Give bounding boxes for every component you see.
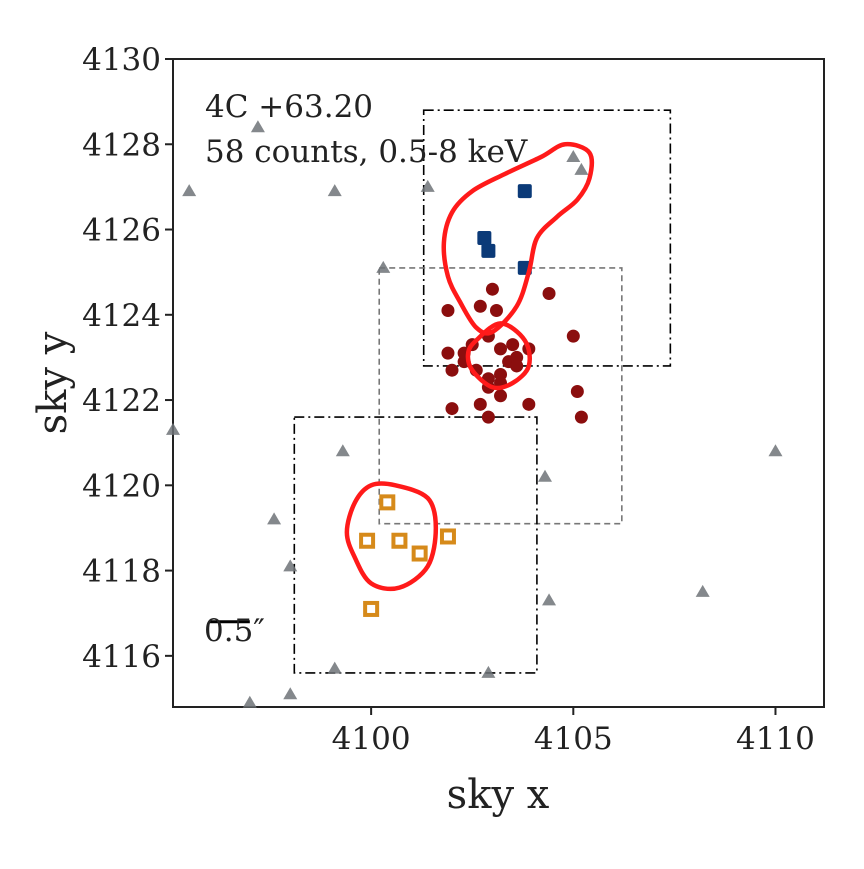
circle-point [481, 410, 495, 424]
triangle-point [420, 179, 435, 192]
triangle-point [695, 584, 710, 597]
region-box-2 [293, 416, 538, 674]
circle-point [441, 346, 455, 360]
triangle-point [327, 184, 342, 197]
y-tick-label: 4130 [82, 42, 161, 78]
circle-point [574, 410, 588, 424]
x-tick-label: 4100 [332, 721, 411, 757]
scale-bar: 0.5″ [204, 613, 265, 649]
circle-point [494, 367, 508, 381]
square-point [481, 243, 496, 258]
triangle-point [283, 559, 298, 572]
hollow-square-point [411, 545, 428, 562]
hollow-square-point [379, 494, 396, 511]
y-tick-label: 4128 [82, 127, 161, 163]
plot-frame [172, 58, 825, 708]
triangle-point [283, 687, 298, 700]
contour-2 [344, 481, 439, 592]
contours-layer [344, 141, 595, 592]
regions-layer [293, 109, 672, 674]
circle-point [506, 338, 520, 352]
x-tick-label: 4110 [736, 721, 815, 757]
y-tick-label: 4116 [82, 639, 161, 675]
triangle-point [566, 150, 581, 163]
circle-point [485, 282, 499, 296]
annotation-counts: 58 counts, 0.5-8 keV [205, 134, 528, 170]
annotation-source: 4C +63.20 [205, 89, 373, 125]
circle-point [522, 397, 536, 411]
circle-point [494, 389, 508, 403]
circle-point [510, 359, 524, 373]
region-box-0 [422, 109, 672, 367]
circle-point [473, 397, 487, 411]
hollow-square-point [363, 600, 380, 617]
contour-1 [465, 321, 532, 391]
triangle-point [250, 120, 265, 133]
ticks-layer: 4100 4105 4110 4116 4118 4120 4122 4124 4126 4128… [82, 42, 815, 757]
circle-point [494, 342, 508, 356]
points-layer [166, 120, 783, 708]
hollow-square-point [439, 528, 456, 545]
circle-point [473, 299, 487, 313]
triangle-point [481, 665, 496, 678]
hollow-square-point [359, 532, 376, 549]
circle-point [445, 402, 459, 416]
square-point [517, 184, 532, 199]
y-tick-label: 4120 [82, 468, 161, 504]
y-tick-label: 4118 [82, 554, 161, 590]
triangle-point [335, 444, 350, 457]
circle-point [566, 329, 580, 343]
triangle-point [182, 184, 197, 197]
circle-point [570, 385, 584, 399]
x-axis-title: sky x [447, 772, 550, 818]
triangle-point [166, 422, 180, 435]
triangle-point [242, 695, 257, 708]
y-tick-label: 4122 [82, 383, 161, 419]
y-tick-label: 4126 [82, 213, 161, 249]
triangle-point [376, 260, 391, 273]
triangle-point [768, 444, 783, 457]
hollow-square-point [391, 532, 408, 549]
y-tick-label: 4124 [82, 298, 161, 334]
scale-bar-label: 0.5″ [204, 613, 265, 649]
triangle-point [538, 469, 552, 482]
triangle-point [267, 512, 282, 525]
triangle-point [542, 593, 557, 606]
contour-0 [441, 141, 595, 336]
circle-point [445, 363, 459, 377]
x-tick-label: 4105 [534, 721, 613, 757]
region-box-1 [378, 267, 623, 525]
triangle-point [327, 661, 342, 674]
y-axis-title: sky y [30, 331, 76, 434]
triangle-point [574, 162, 589, 175]
circle-point [542, 286, 556, 300]
circle-point [489, 304, 503, 318]
square-point [477, 231, 492, 246]
circle-point [441, 304, 455, 318]
